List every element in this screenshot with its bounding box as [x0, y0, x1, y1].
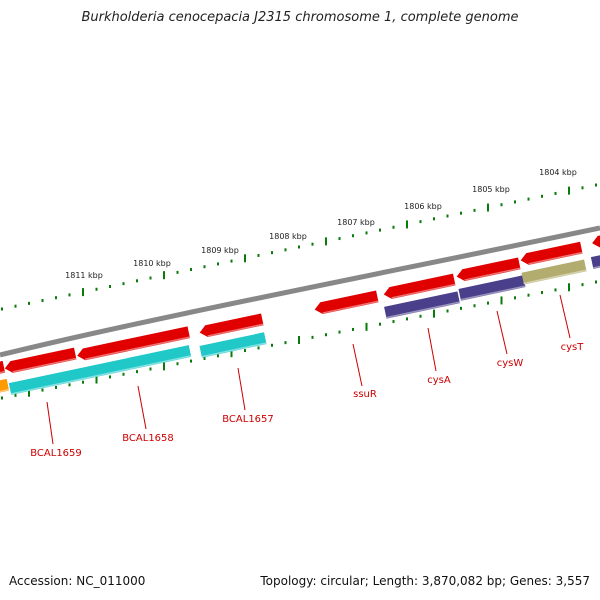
feature-highlight: [523, 269, 587, 285]
cds-cysT: [520, 241, 583, 265]
feature-highlight: [207, 323, 264, 337]
scale-label-1809kbp: 1809 kbp: [201, 246, 239, 255]
feature-highlight: [12, 357, 77, 373]
cog-next: [590, 255, 600, 269]
scale-label-1804kbp: 1804 kbp: [539, 168, 577, 177]
feature-body: [458, 275, 526, 301]
footer-stats: Topology: circular; Length: 3,870,082 bp…: [260, 574, 590, 588]
scale-label-1810kbp: 1810 kbp: [133, 259, 171, 268]
feature-highlight: [464, 267, 521, 281]
cog-cysW: [458, 275, 526, 301]
feature-body: [314, 290, 379, 315]
cds-BCAL1658: [77, 326, 191, 361]
outer-tick-ring: [1, 183, 597, 311]
label-leaders: [46, 294, 571, 445]
feature-body: [199, 313, 264, 338]
feature-body: [0, 360, 6, 376]
feature-highlight: [10, 355, 192, 395]
feature-body: [8, 345, 192, 395]
scale-label-1808kbp: 1808 kbp: [269, 232, 307, 241]
gene-label-BCAL1658: BCAL1658: [122, 433, 174, 444]
cds-BCAL1657: [199, 313, 264, 338]
label-leader-line: [352, 343, 363, 387]
scale-label-1807kbp: 1807 kbp: [337, 218, 375, 227]
feature-body: [383, 273, 456, 299]
feature-body: [4, 347, 77, 373]
scale-label-1806kbp: 1806 kbp: [404, 202, 442, 211]
feature-highlight: [386, 301, 460, 319]
map-title: Burkholderia cenocepacia J2315 chromosom…: [81, 10, 519, 25]
gene-label-cysT: cysT: [561, 342, 585, 353]
cds-BCAL1659: [4, 347, 77, 373]
feature-body: [0, 378, 10, 394]
feature-highlight: [0, 388, 10, 393]
backbone-line: [0, 225, 600, 358]
label-leader-line: [559, 294, 571, 339]
cog-BCAL1657: [199, 332, 267, 358]
cog-BCAL1658: [8, 345, 192, 395]
gene-label-BCAL1657: BCAL1657: [222, 414, 274, 425]
feature-body: [520, 241, 583, 265]
label-leader-line: [496, 310, 508, 355]
cog-cysA: [384, 291, 460, 319]
label-leader-line: [46, 401, 54, 445]
scale-label-1805kbp: 1805 kbp: [472, 185, 510, 194]
cds-cysA: [383, 273, 456, 299]
feature-track: [0, 234, 600, 395]
cds-ssuR: [314, 290, 379, 315]
scale-label-1811kbp: 1811 kbp: [65, 271, 103, 280]
gene-label-cysA: cysA: [427, 375, 451, 386]
feature-highlight: [201, 342, 267, 358]
gene-label-ssuR: ssuR: [353, 389, 377, 400]
cds-next: [592, 234, 600, 248]
cog-BCAL1660: [0, 378, 10, 394]
cds-cysW: [456, 257, 521, 282]
label-leader-line: [137, 385, 147, 430]
feature-body: [456, 257, 521, 282]
label-leader-line: [237, 367, 246, 411]
feature-highlight: [0, 370, 6, 375]
inner-tick-ring: [1, 280, 597, 400]
feature-highlight: [322, 300, 379, 314]
feature-body: [199, 332, 267, 358]
feature-highlight: [592, 265, 600, 269]
feature-body: [590, 255, 600, 269]
feature-body: [521, 259, 587, 285]
feature-highlight: [391, 283, 456, 299]
feature-highlight: [84, 336, 190, 360]
feature-body: [384, 291, 460, 319]
feature-body: [77, 326, 191, 361]
feature-highlight: [460, 285, 526, 301]
gene-label-cysW: cysW: [497, 358, 524, 369]
label-leader-line: [427, 327, 437, 372]
feature-highlight: [528, 251, 583, 265]
feature-body: [592, 234, 600, 248]
cds-prev: [0, 360, 6, 376]
footer-accession: Accession: NC_011000: [9, 574, 146, 588]
cog-cysT: [521, 259, 587, 285]
gene-label-BCAL1659: BCAL1659: [30, 448, 82, 459]
